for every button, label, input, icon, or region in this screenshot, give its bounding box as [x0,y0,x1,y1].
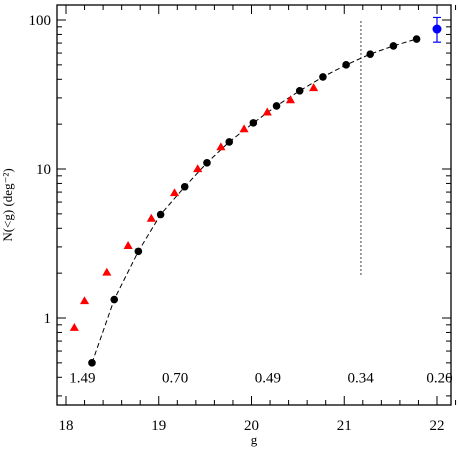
data-point [366,50,375,58]
data-point-triangle [309,83,319,92]
data-point [225,138,234,146]
data-point [110,295,119,304]
x-tick-label: 22 [430,418,445,434]
axis-ticks [57,5,457,405]
x-axis-title: g [251,432,258,447]
data-point-triangle [80,296,90,305]
data-point-triangle [69,323,79,331]
x-tick-label: 19 [151,418,166,434]
y-axis-title: N(<g) (deg⁻²) [0,168,15,241]
data-point [88,359,96,367]
data-series [69,16,442,367]
data-point-triangle [123,241,133,249]
data-point-triangle [146,213,156,222]
x-tick-label: 18 [59,418,74,434]
series-group [69,83,319,331]
annotations: 1.49 0.70 0.49 0.34 0.20 [69,20,453,386]
data-point-triangle [285,95,295,104]
data-point-triangle [216,142,226,151]
data-point-triangle [239,124,249,133]
data-point-triangle [170,188,180,197]
x-tick-label: 21 [337,418,352,434]
x-tick-label: 20 [244,418,259,434]
plot-frame [56,4,452,406]
slope-label: 0.70 [162,370,188,386]
data-point-triangle [262,107,272,116]
data-point [249,119,258,127]
data-point [156,210,165,219]
data-point [180,182,189,191]
slope-label: 0.49 [255,370,281,386]
slope-label: 1.49 [69,370,95,386]
series-line [91,38,417,364]
data-point-triangle [102,267,112,276]
tick-labels: 18 19 20 21 22 1 10 100 [29,13,445,434]
data-point [412,35,421,43]
data-point [272,102,281,110]
series-group [432,16,442,43]
data-point [342,61,350,69]
y-tick-label: 100 [29,13,52,29]
data-point [134,247,143,256]
data-point-triangle [193,164,203,173]
y-tick-label: 10 [36,162,51,178]
data-point [319,73,327,81]
series-group [88,35,421,367]
y-tick-label: 1 [44,311,52,327]
data-point [203,159,211,167]
data-point [432,24,442,34]
slope-label: 0.34 [348,370,375,386]
data-point [295,86,304,95]
slope-label: 0.20 [426,370,452,386]
data-point [389,42,398,50]
